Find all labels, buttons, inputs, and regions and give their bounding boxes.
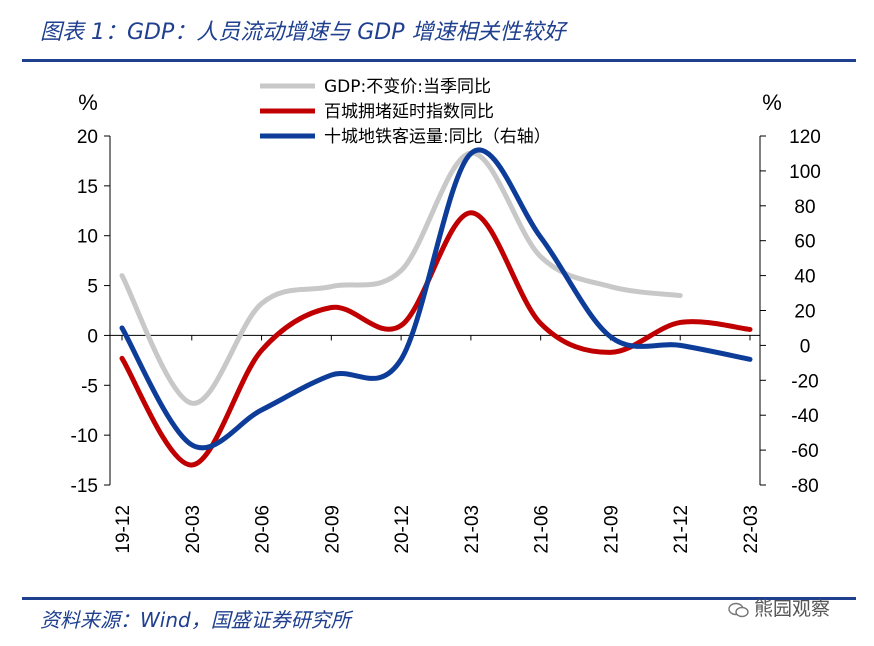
x-tick-label: 19-12 <box>113 505 134 554</box>
right-tick-label: 80 <box>794 197 815 218</box>
right-tick-label: 100 <box>789 162 821 183</box>
figure-title: 图表 1：GDP：人员流动增速与 GDP 增速相关性较好 <box>40 20 566 45</box>
left-tick-label: 15 <box>77 177 98 198</box>
left-tick-label: 10 <box>77 227 98 248</box>
right-tick-label: 120 <box>789 127 821 148</box>
right-tick-label: -80 <box>791 476 818 497</box>
series-line-1 <box>119 150 683 406</box>
legend-label-2: 百城拥堵延时指数同比 <box>324 102 494 122</box>
x-tick-label: 20-03 <box>183 505 204 554</box>
x-tick-label: 21-12 <box>671 505 692 554</box>
watermark-text: 熊园观察 <box>754 598 831 620</box>
chart: 20 15 10 5 0 -5 -10 -15 120 100 80 60 40 20 0 -20 -40 -60… <box>71 77 821 554</box>
left-tick-label: -10 <box>71 426 98 447</box>
right-tick-label: -20 <box>791 371 818 392</box>
left-tick-label: 0 <box>87 326 98 347</box>
chart-series <box>119 147 753 468</box>
left-tick-label: -15 <box>71 476 98 497</box>
series-line-3 <box>119 147 753 451</box>
x-tick-label: 21-09 <box>601 505 622 554</box>
right-tick-label: 60 <box>794 232 815 253</box>
watermark: 熊园观察 <box>728 594 830 621</box>
right-tick-label: 40 <box>794 267 815 288</box>
x-tick-label: 20-06 <box>253 505 274 554</box>
right-tick-label: -40 <box>791 406 818 427</box>
right-axis-unit: % <box>762 90 782 115</box>
left-tick-label: 5 <box>87 277 98 298</box>
left-axis-unit: % <box>78 90 98 115</box>
x-tick-label: 20-09 <box>322 505 343 554</box>
x-tick-label: 21-06 <box>532 505 553 554</box>
wechat-icon <box>728 602 749 617</box>
chart-axes: 20 15 10 5 0 -5 -10 -15 120 100 80 60 40 20 0 -20 -40 -60… <box>71 90 821 554</box>
source-note: 资料来源：Wind，国盛证券研究所 <box>40 608 351 632</box>
legend-label-3: 十城地铁客运量:同比（右轴） <box>324 127 551 147</box>
right-tick-label: 0 <box>800 336 811 357</box>
source-divider <box>22 597 856 600</box>
left-tick-label: 20 <box>77 127 98 148</box>
legend-label-1: GDP:不变价:当季同比 <box>324 77 491 97</box>
title-divider <box>22 59 856 62</box>
x-tick-label: 22-03 <box>741 505 762 554</box>
x-tick-label: 21-03 <box>462 505 483 554</box>
right-tick-label: -60 <box>791 441 818 462</box>
left-tick-label: -5 <box>81 376 98 397</box>
x-tick-label: 20-12 <box>392 505 413 554</box>
right-tick-label: 20 <box>794 302 815 323</box>
